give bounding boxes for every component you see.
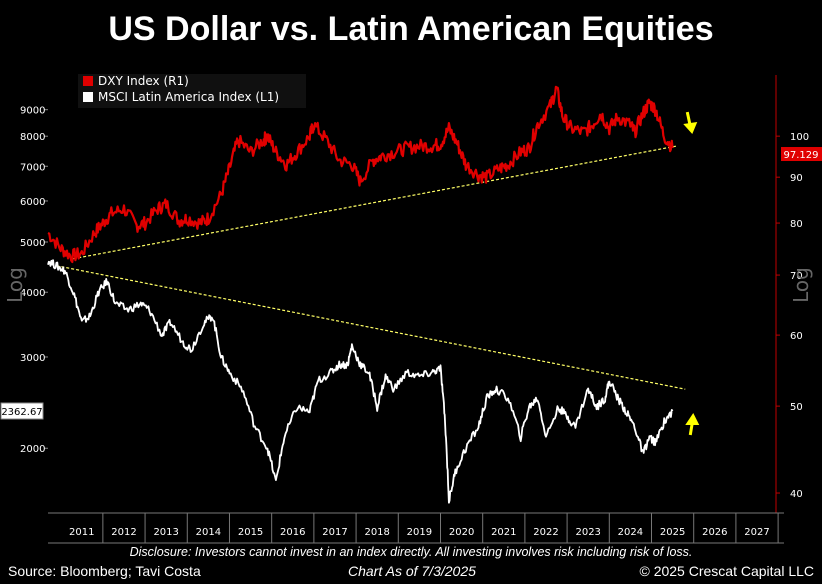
year-label: 2011 [69,527,94,538]
right-tick-label: 90 [790,173,803,184]
year-label: 2020 [449,527,474,538]
dxy-value-tag [781,147,822,162]
legend-entry: DXY Index (R1) [98,74,189,88]
year-label: 2022 [533,527,558,538]
year-label: 2019 [407,527,432,538]
year-label: 2012 [111,527,136,538]
year-label: 2021 [491,527,516,538]
right-tick-label: 70 [790,271,803,282]
year-label: 2023 [575,527,600,538]
right-tick-label: 40 [790,489,803,500]
legend-swatch [83,76,93,86]
left-tick-label: 8000 [20,132,45,143]
source-text: Source: Bloomberg; Tavi Costa [8,563,201,579]
right-tick-label: 80 [790,219,803,230]
left-tick-label: 9000 [20,106,45,117]
copyright-text: © 2025 Crescat Capital LLC [639,563,814,579]
left-tick-label: 5000 [20,238,45,249]
year-label: 2017 [322,527,347,538]
year-label: 2013 [153,527,178,538]
msci-value-tag-text: 2362.67 [1,407,42,418]
chart-date-text: Chart As of 7/3/2025 [348,563,476,579]
year-label: 2025 [660,527,685,538]
left-tick-label: 6000 [20,197,45,208]
msci-value-tag [0,402,44,420]
left-axis-log-label: Log [3,267,27,303]
right-axis-log-label: Log [789,267,813,303]
trendline [73,145,677,260]
dxy-series-line [47,85,674,264]
dxy-value-tag-text: 97.129 [784,150,819,161]
year-label: 2016 [280,527,305,538]
year-label: 2018 [364,527,389,538]
up-arrow-head-icon [685,412,700,425]
year-label: 2015 [238,527,263,538]
down-arrow-head-icon [683,122,698,135]
left-tick-label: 4000 [20,288,45,299]
right-tick-label: 50 [790,402,803,413]
chart-title: US Dollar vs. Latin American Equities [108,10,714,48]
left-tick-label: 7000 [20,162,45,173]
year-label: 2027 [744,527,769,538]
year-label: 2024 [618,527,643,538]
legend-box [78,74,306,108]
right-tick-label: 60 [790,331,803,342]
year-label: 2014 [196,527,221,538]
trendline [56,265,686,390]
legend-swatch [83,92,93,102]
left-tick-label: 2000 [20,444,45,455]
legend-entry: MSCI Latin America Index (L1) [98,90,279,104]
disclosure-text: Disclosure: Investors cannot invest in a… [129,545,693,559]
right-tick-label: 100 [790,132,809,143]
footer: Source: Bloomberg; Tavi Costa Chart As o… [0,563,822,583]
left-tick-label: 3000 [20,353,45,364]
year-label: 2026 [702,527,727,538]
msci-series-line [47,259,674,504]
